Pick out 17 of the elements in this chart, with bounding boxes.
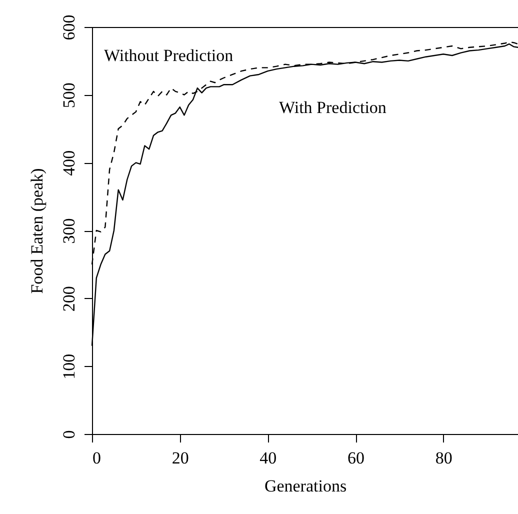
x-tick-label: 0 — [92, 448, 101, 468]
x-tick-label: 20 — [172, 448, 189, 468]
annotation: With Prediction — [279, 98, 387, 117]
x-axis-title: Generations — [264, 476, 347, 496]
y-tick-label: 200 — [60, 286, 78, 312]
x-tick-label: 80 — [435, 448, 452, 468]
y-tick-label: 0 — [60, 430, 78, 439]
y-tick-label: 100 — [60, 354, 78, 380]
y-tick-label: 300 — [60, 218, 78, 244]
y-axis-title: Food Eaten (peak) — [28, 168, 46, 294]
line-series — [91, 43, 518, 346]
x-tick-label: 40 — [260, 448, 277, 468]
x-tick-label: 60 — [348, 448, 365, 468]
annotation: Without Prediction — [104, 46, 234, 65]
y-tick-label: 600 — [60, 14, 78, 40]
y-tick-label: 400 — [60, 150, 78, 176]
y-tick-label: 500 — [60, 82, 78, 108]
